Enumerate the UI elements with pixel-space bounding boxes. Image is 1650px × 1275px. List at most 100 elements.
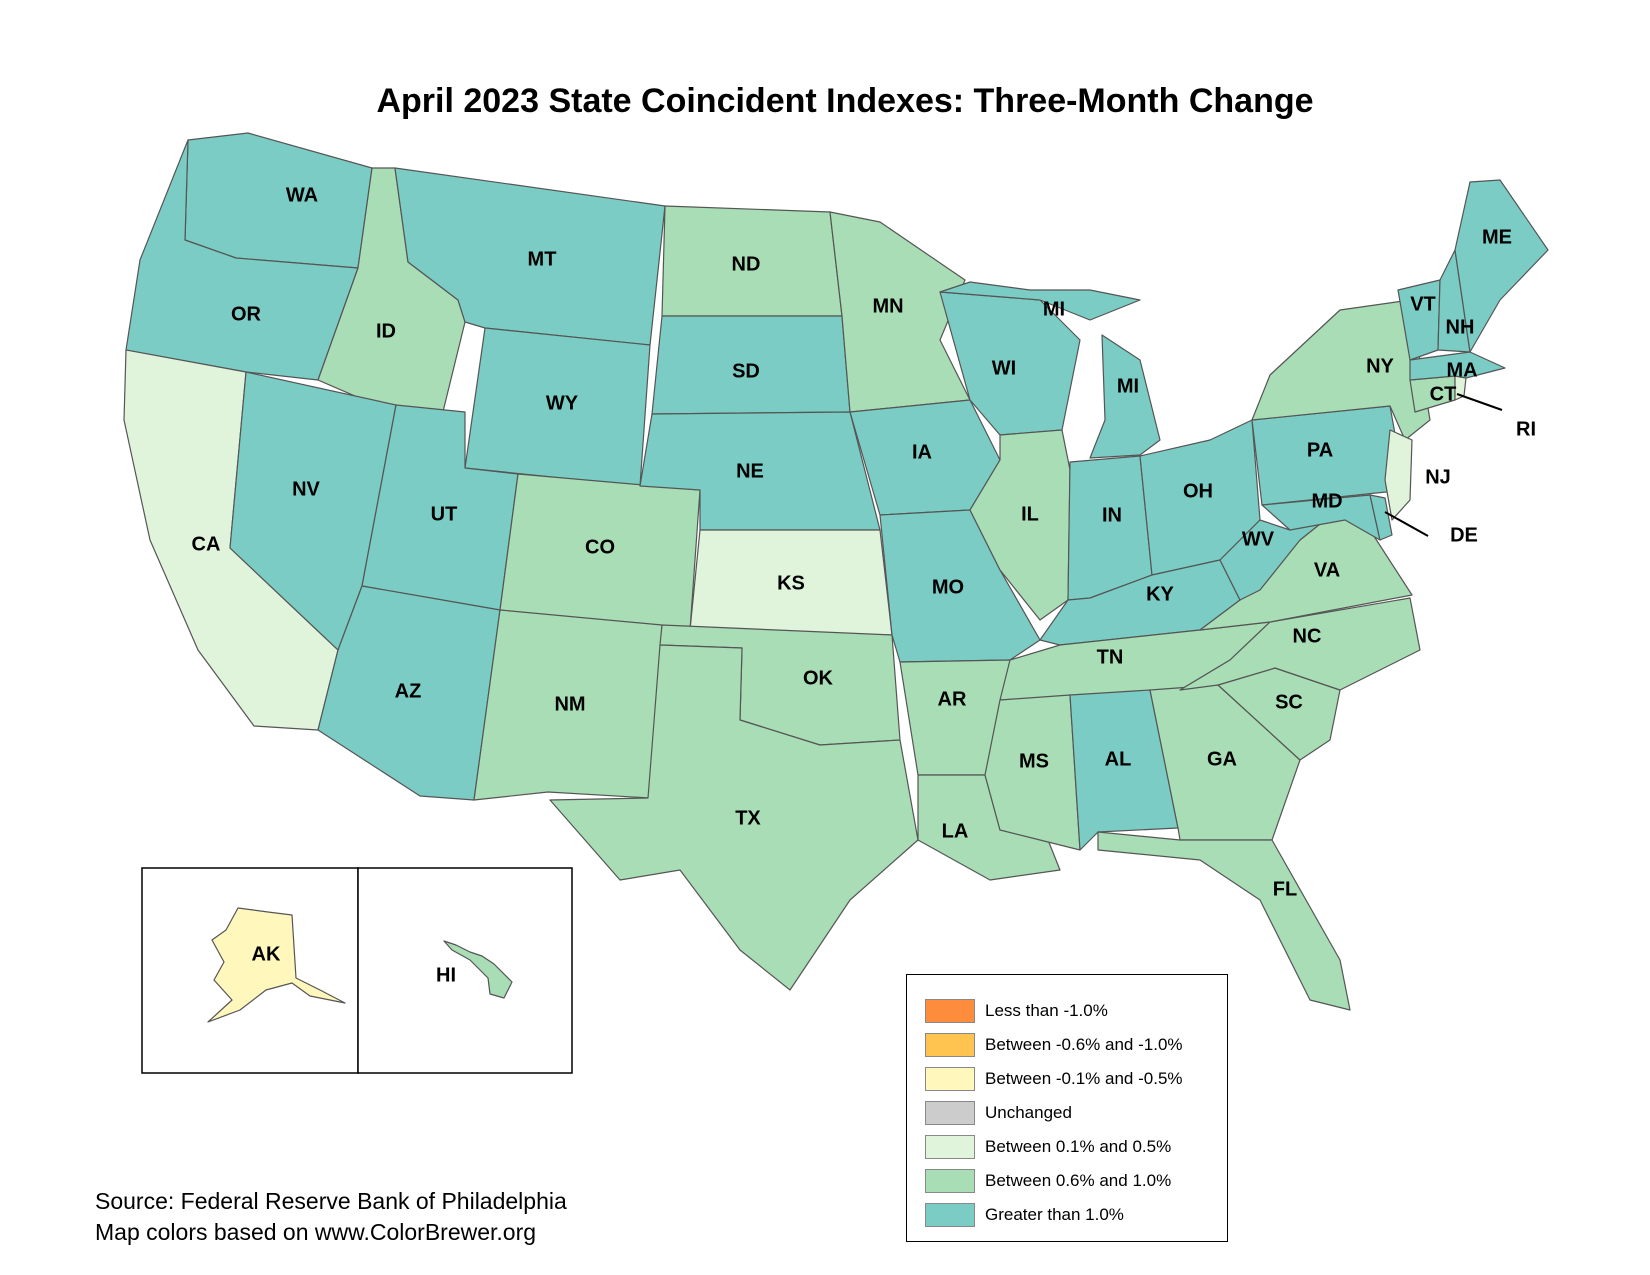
state-label-AL: AL	[1105, 748, 1132, 770]
state-label-KS: KS	[777, 572, 805, 594]
state-AL[interactable]	[1069, 689, 1179, 851]
state-label-CO: CO	[585, 536, 615, 558]
legend-label: Less than -1.0%	[985, 1001, 1108, 1020]
state-label-VT: VT	[1410, 293, 1436, 315]
legend-item: Between 0.1% and 0.5%	[925, 1133, 1171, 1161]
legend-label: Unchanged	[985, 1103, 1072, 1122]
map-title: April 2023 State Coincident Indexes: Thr…	[376, 82, 1314, 120]
state-label-ND: ND	[732, 253, 761, 275]
state-label-IN: IN	[1102, 504, 1122, 526]
map-legend: Less than -1.0% Between -0.6% and -1.0% …	[906, 974, 1228, 1242]
legend-label: Between 0.1% and 0.5%	[985, 1137, 1172, 1156]
state-label-UT: UT	[431, 503, 458, 525]
legend-item: Greater than 1.0%	[925, 1201, 1124, 1229]
legend-label: Between -0.1% and -0.5%	[985, 1069, 1183, 1088]
state-label-OK: OK	[803, 667, 834, 689]
source-note: Source: Federal Reserve Bank of Philadel…	[95, 1186, 567, 1248]
state-MD[interactable]	[1261, 494, 1381, 541]
state-NY[interactable]	[1251, 299, 1431, 441]
state-HI[interactable]	[443, 940, 513, 999]
state-label-VA: VA	[1314, 559, 1340, 581]
state-label-KY: KY	[1146, 583, 1174, 605]
legend-item: Unchanged	[925, 1099, 1072, 1127]
state-label-DE: DE	[1450, 524, 1478, 546]
state-label-OH: OH	[1183, 480, 1213, 502]
state-MI-upper[interactable]	[939, 281, 1141, 321]
state-label-PA: PA	[1307, 439, 1333, 461]
state-label-SC: SC	[1275, 691, 1303, 713]
legend-swatch	[925, 1169, 975, 1193]
state-label-MS: MS	[1019, 750, 1049, 772]
state-label-NH: NH	[1446, 316, 1475, 338]
state-label-CT: CT	[1430, 383, 1457, 405]
state-label-MD: MD	[1311, 490, 1342, 512]
state-label-NE: NE	[736, 460, 764, 482]
legend-swatch	[925, 1203, 975, 1227]
state-label-ID: ID	[376, 320, 396, 342]
state-label-AZ: AZ	[395, 680, 422, 702]
state-ME[interactable]	[1454, 179, 1549, 353]
state-label-NY: NY	[1366, 355, 1394, 377]
state-label-AR: AR	[938, 688, 967, 710]
state-AK[interactable]	[207, 907, 346, 1023]
state-label-WY: WY	[546, 392, 579, 414]
state-DE[interactable]	[1369, 494, 1393, 541]
state-label-WA: WA	[286, 184, 318, 206]
state-label-MI: MI	[1117, 375, 1139, 397]
state-label-MN: MN	[872, 295, 903, 317]
state-label-MT: MT	[528, 248, 557, 270]
state-label-ME: ME	[1482, 226, 1512, 248]
colorbrewer-credit: Map colors based on www.ColorBrewer.org	[95, 1219, 537, 1245]
state-IN[interactable]	[1067, 455, 1153, 601]
state-label-MA: MA	[1446, 359, 1477, 381]
legend-item: Between -0.1% and -0.5%	[925, 1065, 1183, 1093]
legend-swatch	[925, 1033, 975, 1057]
state-label-TN: TN	[1097, 646, 1124, 668]
state-MN[interactable]	[829, 211, 971, 413]
legend-item: Between 0.6% and 1.0%	[925, 1167, 1171, 1195]
state-label-NC: NC	[1293, 625, 1322, 647]
state-labels: WA OR CA ID NV MT WY UT AZ CO NM ND SD NE KS OK TX MN IA MO…	[192, 184, 1536, 986]
legend-item: Between -0.6% and -1.0%	[925, 1031, 1183, 1059]
state-MT[interactable]	[394, 167, 666, 346]
state-label-TX: TX	[735, 807, 761, 829]
legend-label: Greater than 1.0%	[985, 1205, 1124, 1224]
state-label-HI: HI	[436, 964, 456, 986]
state-label-SD: SD	[732, 360, 760, 382]
state-label-MI: MI	[1043, 298, 1065, 320]
legend-label: Between -0.6% and -1.0%	[985, 1035, 1183, 1054]
state-MS[interactable]	[984, 694, 1081, 851]
state-FL[interactable]	[1097, 831, 1351, 1011]
legend-label: Between 0.6% and 1.0%	[985, 1171, 1172, 1190]
state-label-NV: NV	[292, 478, 320, 500]
state-label-IA: IA	[912, 441, 932, 463]
legend-item: Less than -1.0%	[925, 997, 1108, 1025]
state-TX[interactable]	[549, 644, 919, 991]
state-label-GA: GA	[1207, 748, 1237, 770]
legend-swatch	[925, 999, 975, 1023]
state-label-OR: OR	[231, 303, 262, 325]
state-label-CA: CA	[192, 533, 221, 555]
state-NC[interactable]	[1179, 597, 1421, 691]
state-label-LA: LA	[942, 820, 969, 842]
state-label-NJ: NJ	[1425, 466, 1451, 488]
legend-swatch	[925, 1067, 975, 1091]
state-label-FL: FL	[1273, 878, 1297, 900]
state-label-WI: WI	[992, 357, 1016, 379]
state-label-NM: NM	[554, 693, 585, 715]
state-NM[interactable]	[473, 609, 663, 801]
inset-frames	[141, 867, 573, 1074]
state-NJ[interactable]	[1384, 429, 1413, 521]
state-shapes	[123, 132, 1549, 1011]
state-WA[interactable]	[184, 132, 373, 269]
state-label-AK: AK	[252, 943, 281, 965]
leader-lines	[1384, 393, 1503, 537]
leader-line-RI	[1456, 393, 1503, 411]
legend-swatch	[925, 1135, 975, 1159]
state-IL[interactable]	[969, 429, 1071, 621]
legend-swatch	[925, 1101, 975, 1125]
hawaii-inset-frame	[357, 867, 573, 1074]
state-label-IL: IL	[1021, 503, 1039, 525]
state-MI[interactable]	[1089, 334, 1161, 459]
